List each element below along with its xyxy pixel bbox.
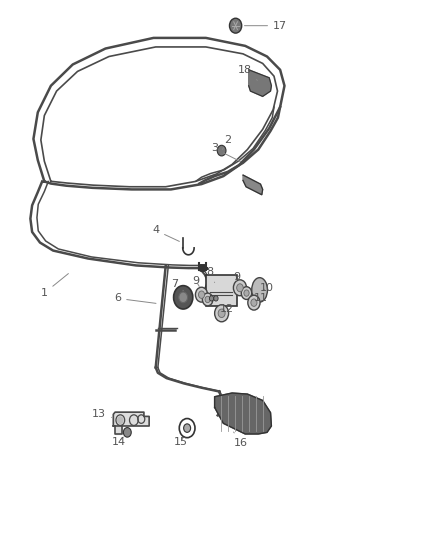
- Circle shape: [179, 292, 187, 303]
- Text: 16: 16: [233, 432, 248, 448]
- Circle shape: [244, 290, 249, 296]
- Text: 7: 7: [171, 279, 183, 290]
- Text: 8: 8: [207, 267, 215, 282]
- Text: 11: 11: [254, 293, 268, 303]
- Text: 2: 2: [223, 135, 231, 150]
- Text: 4: 4: [152, 225, 180, 241]
- Text: 13: 13: [92, 409, 112, 419]
- Circle shape: [198, 291, 205, 298]
- Circle shape: [202, 293, 213, 306]
- Circle shape: [179, 418, 195, 438]
- Text: 10: 10: [260, 283, 274, 293]
- Circle shape: [248, 295, 260, 310]
- Circle shape: [214, 296, 218, 301]
- Circle shape: [218, 309, 225, 318]
- Text: 17: 17: [244, 21, 287, 31]
- Circle shape: [215, 305, 229, 322]
- Circle shape: [124, 427, 131, 437]
- Text: 15: 15: [174, 437, 188, 447]
- Circle shape: [237, 284, 243, 292]
- Text: 9: 9: [233, 272, 240, 282]
- Polygon shape: [249, 70, 272, 96]
- Text: 14: 14: [112, 437, 126, 447]
- Circle shape: [217, 146, 226, 156]
- Circle shape: [205, 296, 210, 303]
- Circle shape: [199, 265, 204, 271]
- Circle shape: [251, 299, 257, 306]
- Text: 18: 18: [238, 65, 258, 80]
- Circle shape: [230, 18, 242, 33]
- Polygon shape: [115, 426, 122, 434]
- Polygon shape: [243, 175, 263, 195]
- Ellipse shape: [252, 278, 268, 302]
- Circle shape: [241, 287, 252, 300]
- Text: 3: 3: [211, 143, 240, 161]
- Circle shape: [184, 424, 191, 432]
- Circle shape: [201, 265, 206, 271]
- Circle shape: [173, 286, 193, 309]
- Text: 9: 9: [193, 277, 200, 286]
- Circle shape: [195, 287, 208, 302]
- Text: 1: 1: [41, 273, 68, 298]
- FancyBboxPatch shape: [206, 275, 237, 306]
- Polygon shape: [215, 393, 272, 434]
- Circle shape: [118, 417, 123, 423]
- Text: 6: 6: [114, 293, 156, 303]
- Circle shape: [233, 280, 247, 296]
- Circle shape: [209, 296, 214, 301]
- Polygon shape: [113, 412, 149, 426]
- Text: 12: 12: [220, 304, 234, 314]
